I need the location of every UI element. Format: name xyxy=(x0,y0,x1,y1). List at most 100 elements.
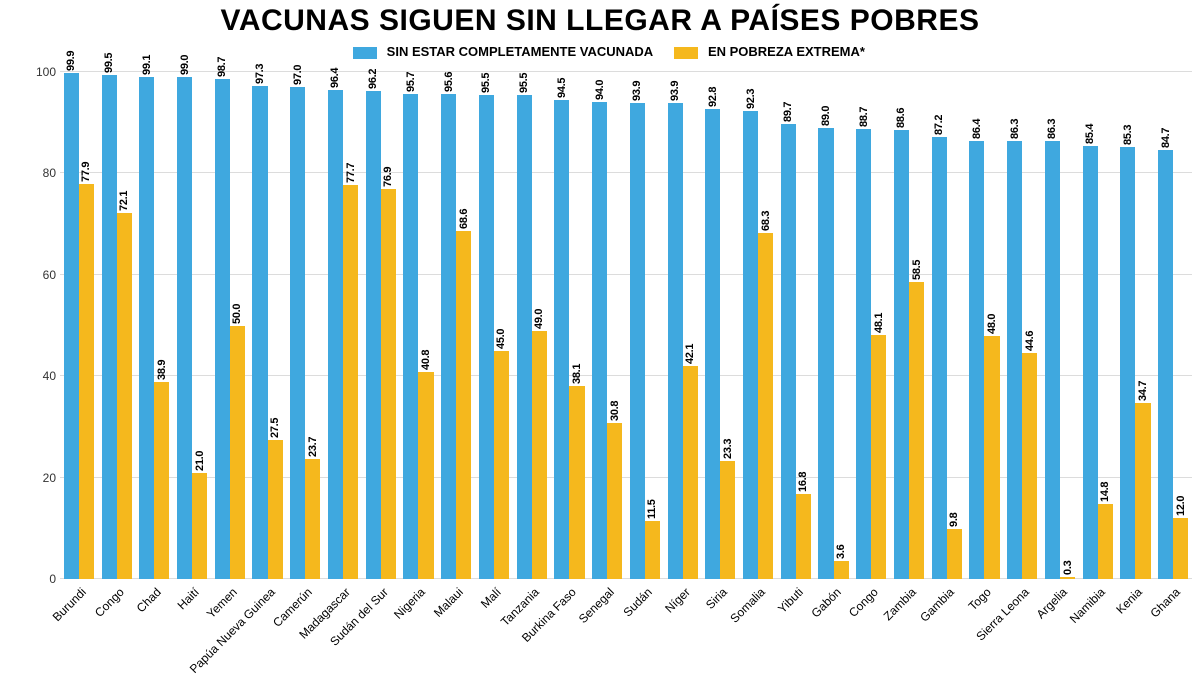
bar-value-label: 85.4 xyxy=(1084,124,1096,144)
x-label-slot: Zambia xyxy=(890,579,928,675)
bar-group: 85.414.8 xyxy=(1079,72,1117,579)
x-label-slot: Congo xyxy=(852,579,890,675)
bar-value-label: 45.0 xyxy=(495,329,507,349)
x-label-slot: Chad xyxy=(135,579,173,675)
bar-poverty: 9.8 xyxy=(947,529,962,579)
bar-value-label: 34.7 xyxy=(1137,381,1149,401)
bar-value-label: 27.5 xyxy=(269,417,281,437)
bar-group: 93.911.5 xyxy=(626,72,664,579)
x-axis-label: Burundi xyxy=(50,585,89,624)
bar-poverty: 40.8 xyxy=(418,372,433,579)
bar-group: 96.477.7 xyxy=(324,72,362,579)
bar-value-label: 38.1 xyxy=(571,364,583,384)
bar-group: 95.5 49.0 xyxy=(513,72,551,579)
bar-value-label: 95.5 xyxy=(518,73,530,93)
bar-group: 99.572.1 xyxy=(98,72,136,579)
legend-swatch-unvaccinated xyxy=(353,47,377,59)
bar-value-label: 89.0 xyxy=(820,106,832,126)
x-axis-label: Malaui xyxy=(431,585,466,620)
bar-poverty: 77.7 xyxy=(343,185,358,579)
bar-value-label: 99.5 xyxy=(103,52,115,72)
bar-value-label: 96.4 xyxy=(329,68,341,88)
bar-unvaccinated: 97.3 xyxy=(252,86,267,579)
x-label-slot: Burundi xyxy=(60,579,98,675)
bar-unvaccinated: 93.9 xyxy=(668,103,683,579)
bar-poverty: 68.3 xyxy=(758,233,773,579)
bar-poverty: 50.0 xyxy=(230,326,245,580)
bar-unvaccinated: 96.4 xyxy=(328,90,343,579)
bar-group: 92.368.3 xyxy=(739,72,777,579)
y-tick-label: 60 xyxy=(30,268,56,282)
bar-unvaccinated: 94.0 xyxy=(592,102,607,579)
x-label-slot: Gambia xyxy=(928,579,966,675)
bar-value-label: 97.0 xyxy=(292,65,304,85)
bar-value-label: 86.4 xyxy=(971,119,983,139)
legend-label-poverty: EN POBREZA EXTREMA* xyxy=(708,44,865,59)
bar-value-label: 68.3 xyxy=(760,211,772,231)
bar-group: 86.30.3 xyxy=(1041,72,1079,579)
bar-group: 86.4 48.0 xyxy=(966,72,1004,579)
bar-value-label: 9.8 xyxy=(948,513,960,527)
x-label-slot: Malaui xyxy=(437,579,475,675)
bar-unvaccinated: 88.7 xyxy=(856,129,871,579)
x-axis-label: Malí xyxy=(478,585,504,611)
bar-value-label: 95.6 xyxy=(443,72,455,92)
bar-groups: 99.977.999.572.199.138.999.021.098.750.0… xyxy=(60,72,1192,579)
bar-value-label: 86.3 xyxy=(1046,119,1058,139)
bar-group: 84.7 12.0 xyxy=(1154,72,1192,579)
bar-unvaccinated: 86.3 xyxy=(1045,141,1060,579)
bar-group: 87.29.8 xyxy=(928,72,966,579)
bar-poverty: 76.9 xyxy=(381,189,396,579)
bar-value-label: 3.6 xyxy=(835,544,847,558)
bar-group: 86.344.6 xyxy=(1003,72,1041,579)
bar-value-label: 95.7 xyxy=(405,72,417,92)
bar-unvaccinated: 85.4 xyxy=(1083,146,1098,579)
bar-value-label: 97.3 xyxy=(254,63,266,83)
bar-value-label: 50.0 xyxy=(231,303,243,323)
bar-poverty: 3.6 xyxy=(834,561,849,579)
bar-value-label: 30.8 xyxy=(609,401,621,421)
bar-poverty: 23.7 xyxy=(305,459,320,579)
bar-value-label: 94.5 xyxy=(556,78,568,98)
bar-poverty: 77.9 xyxy=(79,184,94,579)
bar-value-label: 99.1 xyxy=(141,54,153,74)
bar-value-label: 23.7 xyxy=(307,437,319,457)
chart-area: 02040608010099.977.999.572.199.138.999.0… xyxy=(30,72,1192,579)
x-axis-label: Níger xyxy=(662,585,693,616)
x-axis-label: Congo xyxy=(846,585,881,620)
bar-unvaccinated: 86.3 xyxy=(1007,141,1022,579)
bar-value-label: 92.8 xyxy=(707,86,719,106)
bar-group: 99.138.9 xyxy=(135,72,173,579)
bar-value-label: 93.9 xyxy=(669,81,681,101)
bar-value-label: 12.0 xyxy=(1175,496,1187,516)
bar-value-label: 95.5 xyxy=(480,73,492,93)
bar-unvaccinated: 88.6 xyxy=(894,130,909,579)
x-label-slot: Nigeria xyxy=(400,579,438,675)
y-tick-label: 40 xyxy=(30,369,56,383)
x-label-slot: Siria xyxy=(701,579,739,675)
bar-poverty: 27.5 xyxy=(268,440,283,579)
bar-unvaccinated: 99.0 xyxy=(177,77,192,579)
bar-group: 89.716.8 xyxy=(777,72,815,579)
bar-group: 94.5 38.1 xyxy=(551,72,589,579)
x-label-slot: Gabón xyxy=(815,579,853,675)
bar-value-label: 68.6 xyxy=(458,209,470,229)
bar-value-label: 77.9 xyxy=(80,162,92,182)
bar-poverty: 49.0 xyxy=(532,331,547,579)
bar-value-label: 84.7 xyxy=(1160,127,1172,147)
y-tick-label: 0 xyxy=(30,572,56,586)
bar-unvaccinated: 89.7 xyxy=(781,124,796,579)
bar-poverty: 11.5 xyxy=(645,521,660,579)
bar-unvaccinated: 93.9 xyxy=(630,103,645,579)
bar-unvaccinated: 99.5 xyxy=(102,75,117,579)
legend-label-unvaccinated: SIN ESTAR COMPLETAMENTE VACUNADA xyxy=(387,44,653,59)
bar-value-label: 93.9 xyxy=(631,81,643,101)
bar-group: 96.276.9 xyxy=(362,72,400,579)
bar-value-label: 85.3 xyxy=(1122,124,1134,144)
x-axis-labels: BurundiCongoChadHaitíYemenPapúa Nueva Gu… xyxy=(60,579,1192,675)
bar-group: 89.0 3.6 xyxy=(815,72,853,579)
bar-poverty: 58.5 xyxy=(909,282,924,579)
bar-value-label: 88.6 xyxy=(895,108,907,128)
bar-value-label: 77.7 xyxy=(345,163,357,183)
bar-poverty: 48.0 xyxy=(984,336,999,579)
